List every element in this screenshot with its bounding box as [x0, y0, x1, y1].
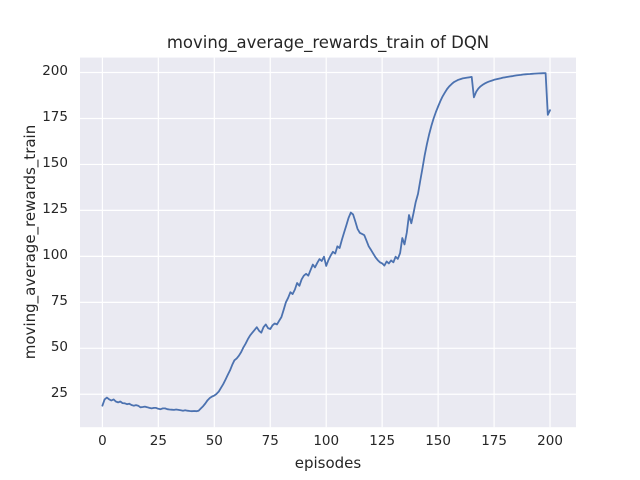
x-tick-label: 200	[537, 433, 563, 449]
data-line	[101, 72, 551, 413]
x-tick-label: 150	[425, 433, 451, 449]
x-tick-label: 100	[313, 433, 340, 449]
x-tick-label: 50	[205, 433, 223, 449]
y-tick-label: 100	[42, 247, 68, 264]
y-tick-label: 200	[42, 63, 68, 80]
x-tick-label: 75	[261, 433, 279, 449]
x-tick-label: 125	[369, 433, 396, 449]
y-tick-label: 175	[42, 109, 68, 126]
plot-background	[80, 57, 576, 428]
chart-title: moving_average_rewards_train of DQN	[166, 33, 490, 52]
y-tick-label: 150	[42, 155, 68, 172]
y-tick-label: 50	[50, 339, 68, 356]
x-tick-label: 25	[149, 433, 167, 449]
x-axis-label: episodes	[294, 454, 362, 472]
y-tick-label: 75	[50, 293, 68, 310]
x-tick-label: 175	[481, 433, 507, 449]
y-tick-label: 125	[42, 201, 68, 218]
y-tick-label: 25	[50, 385, 68, 402]
x-tick-label: 0	[98, 433, 107, 449]
